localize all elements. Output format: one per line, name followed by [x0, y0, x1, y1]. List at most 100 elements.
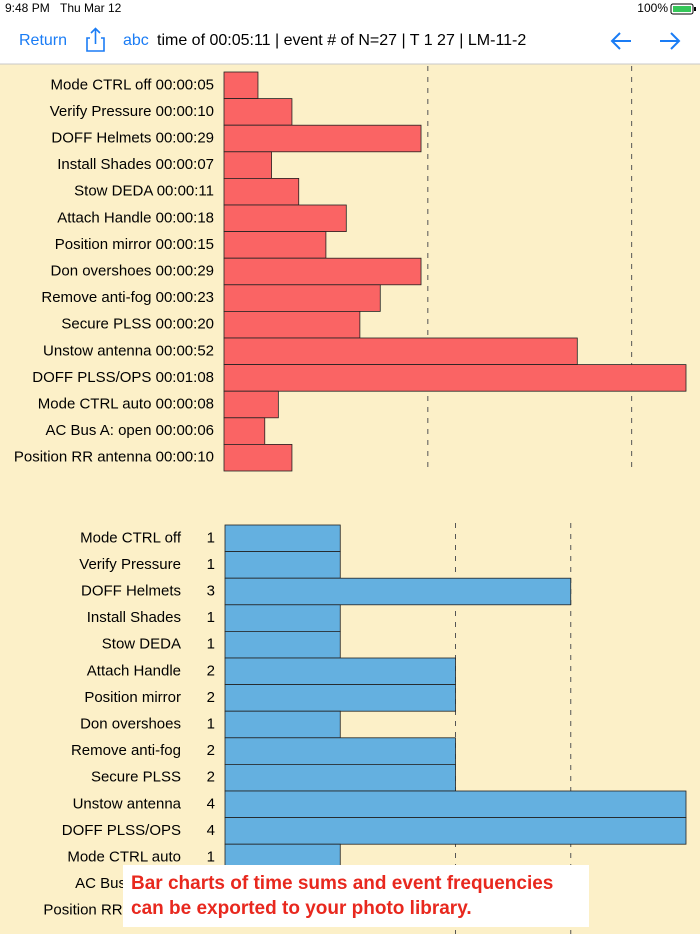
category-label: DOFF PLSS/OPS: [62, 822, 181, 839]
bar: [223, 284, 381, 312]
value-label: 2: [207, 689, 215, 706]
status-battery: 100%: [637, 1, 668, 15]
value-label: 00:00:08: [156, 395, 214, 412]
value-label: 00:00:23: [156, 289, 214, 306]
bar: [223, 177, 300, 206]
bar: [223, 71, 259, 100]
bar: [223, 231, 327, 259]
bar: [223, 390, 279, 419]
category-name: Install Shades: [87, 609, 181, 626]
bar: [224, 657, 456, 686]
bar-chart: Mode CTRL off 00:00:05 Verify Pressure 00…: [14, 66, 687, 472]
value-label: 00:01:08: [156, 369, 214, 386]
category-name: Position mirror: [84, 689, 181, 706]
category-name: DOFF PLSS/OPS: [32, 369, 151, 386]
category-label: Stow DEDA 00:00:11: [74, 183, 214, 200]
category-name: DOFF Helmets: [81, 582, 181, 599]
category-label: Don overshoes: [80, 715, 181, 732]
value-label: 1: [207, 556, 215, 573]
category-name: DOFF Helmets: [51, 129, 151, 146]
category-label: Position mirror 00:00:15: [55, 236, 214, 253]
banner: Bar charts of time sums and event freque…: [123, 865, 589, 927]
value-label: 00:00:05: [156, 76, 214, 93]
value-label: 00:00:06: [156, 422, 214, 439]
banner-line: Bar charts of time sums and event freque…: [131, 873, 553, 894]
value-label: 2: [207, 769, 215, 786]
category-name: DOFF PLSS/OPS: [62, 822, 181, 839]
category-label: Secure PLSS: [91, 769, 181, 786]
category-name: Verify Pressure: [79, 556, 181, 573]
bar: [223, 310, 361, 339]
category-label: Secure PLSS 00:00:20: [61, 316, 214, 333]
category-label: Install Shades 00:00:07: [57, 156, 214, 173]
category-name: Mode CTRL off: [80, 529, 182, 546]
category-label: AC Bus A: open 00:00:06: [46, 422, 214, 439]
category-label: DOFF Helmets 00:00:29: [51, 129, 214, 146]
prev-button[interactable]: [610, 32, 631, 50]
banner-line: can be exported to your photo library.: [131, 898, 472, 919]
category-name: Position mirror: [55, 236, 152, 253]
banner-box: [123, 865, 589, 927]
category-name: Attach Handle: [87, 662, 181, 679]
value-label: 3: [207, 582, 215, 599]
category-name: Unstow antenna: [73, 795, 182, 812]
category-label: Position RR antenna 00:00:10: [14, 449, 214, 466]
category-label: Verify Pressure: [79, 556, 181, 573]
category-label: Mode CTRL off 00:00:05: [51, 76, 214, 93]
bar: [224, 684, 456, 712]
value-label: 1: [207, 636, 215, 653]
category-name: AC Bus A: open: [46, 422, 152, 439]
category-label: Attach Handle 00:00:18: [57, 209, 214, 226]
bar: [223, 364, 687, 392]
bar: [223, 257, 422, 286]
keyboard-button[interactable]: abc: [123, 32, 149, 49]
bar: [223, 337, 578, 366]
bar: [224, 817, 687, 845]
category-label: Mode CTRL auto: [67, 848, 181, 865]
category-name: Position RR antenna: [14, 449, 152, 466]
category-label: Mode CTRL auto 00:00:08: [38, 395, 214, 412]
value-label: 1: [207, 715, 215, 732]
bar: [223, 124, 422, 153]
next-button[interactable]: [660, 32, 681, 50]
share-button[interactable]: [86, 27, 105, 52]
bar: [224, 631, 341, 659]
nav-bar: [0, 0, 700, 64]
value-label: 00:00:10: [156, 103, 214, 120]
category-name: Secure PLSS: [61, 316, 151, 333]
value-label: 00:00:10: [156, 449, 214, 466]
value-label: 4: [207, 795, 215, 812]
nav-title: time of 00:05:11 | event # of N=27 | T 1…: [157, 32, 526, 49]
category-name: Unstow antenna: [43, 342, 152, 359]
category-label: Unstow antenna: [73, 795, 182, 812]
category-name: Stow DEDA: [74, 183, 153, 200]
category-label: Verify Pressure 00:00:10: [50, 103, 214, 120]
return-button[interactable]: Return: [19, 32, 67, 49]
battery-icon: [670, 3, 696, 15]
value-label: 00:00:29: [156, 129, 214, 146]
category-label: Stow DEDA: [102, 636, 181, 653]
category-name: Remove anti-fog: [41, 289, 151, 306]
value-label: 2: [207, 742, 215, 759]
category-label: DOFF Helmets: [81, 582, 181, 599]
category-label: Don overshoes 00:00:29: [51, 262, 214, 279]
bar: [224, 524, 341, 553]
category-label: Remove anti-fog: [71, 742, 181, 759]
category-name: Mode CTRL off: [51, 76, 153, 93]
value-label: 00:00:29: [156, 262, 214, 279]
bar: [224, 577, 572, 606]
value-label: 1: [207, 848, 215, 865]
category-label: Remove anti-fog 00:00:23: [41, 289, 214, 306]
value-label: 00:00:18: [156, 209, 214, 226]
category-label: Position mirror: [84, 689, 181, 706]
category-name: Mode CTRL auto: [38, 395, 152, 412]
value-label: 00:00:11: [157, 183, 214, 200]
category-name: Attach Handle: [57, 209, 151, 226]
value-label: 00:00:07: [156, 156, 214, 173]
category-name: Remove anti-fog: [71, 742, 181, 759]
value-label: 00:00:15: [156, 236, 214, 253]
category-name: Don overshoes: [80, 715, 181, 732]
value-label: 4: [207, 822, 215, 839]
category-name: Don overshoes: [51, 262, 152, 279]
